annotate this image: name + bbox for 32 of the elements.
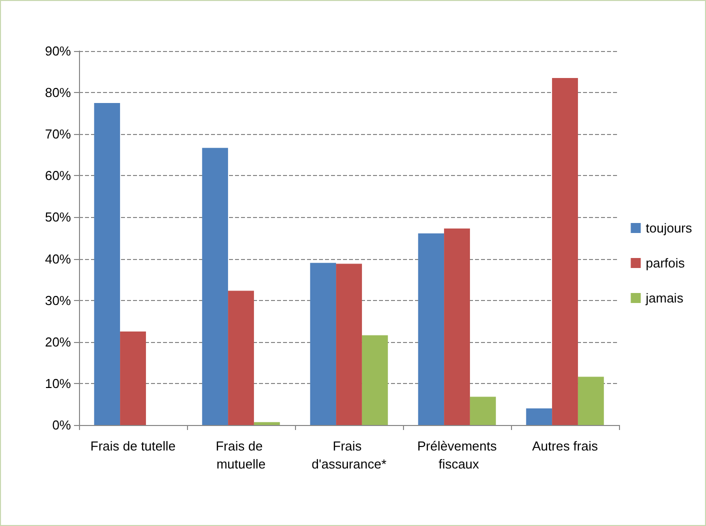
bar bbox=[578, 376, 604, 425]
bar bbox=[418, 233, 444, 425]
bar bbox=[336, 264, 362, 425]
legend-label: parfois bbox=[646, 256, 686, 270]
y-tick-label: 10% bbox=[44, 376, 72, 391]
bar bbox=[444, 228, 470, 425]
y-tick-label: 50% bbox=[44, 210, 72, 225]
x-tick-label: Frais de tutelle bbox=[90, 438, 176, 454]
x-tick-label: Autres frais bbox=[532, 438, 598, 454]
bar bbox=[310, 262, 336, 425]
x-tick-label: Frais de mutuelle bbox=[216, 438, 266, 472]
legend-label: jamais bbox=[644, 290, 684, 306]
y-tick-label: 0% bbox=[52, 418, 72, 432]
bar bbox=[202, 148, 228, 425]
bar bbox=[470, 396, 496, 425]
y-tick-label: 70% bbox=[44, 126, 72, 142]
bar bbox=[362, 335, 388, 425]
bar bbox=[94, 102, 120, 425]
y-tick-label: 40% bbox=[44, 251, 72, 266]
bar bbox=[254, 422, 280, 425]
x-tick-label: Frais d'assurance* bbox=[312, 438, 386, 472]
y-tick-label: 20% bbox=[44, 334, 72, 350]
x-tick-label: Prélèvements fiscaux bbox=[417, 438, 498, 472]
bar bbox=[120, 332, 146, 425]
bar bbox=[526, 408, 552, 425]
legend-label: toujours bbox=[646, 220, 692, 236]
bar bbox=[228, 290, 254, 425]
bar bbox=[552, 78, 578, 425]
y-tick-label: 80% bbox=[44, 85, 72, 100]
y-tick-label: 90% bbox=[44, 44, 72, 58]
y-tick-label: 60% bbox=[44, 168, 72, 184]
y-tick-label: 30% bbox=[44, 292, 72, 308]
